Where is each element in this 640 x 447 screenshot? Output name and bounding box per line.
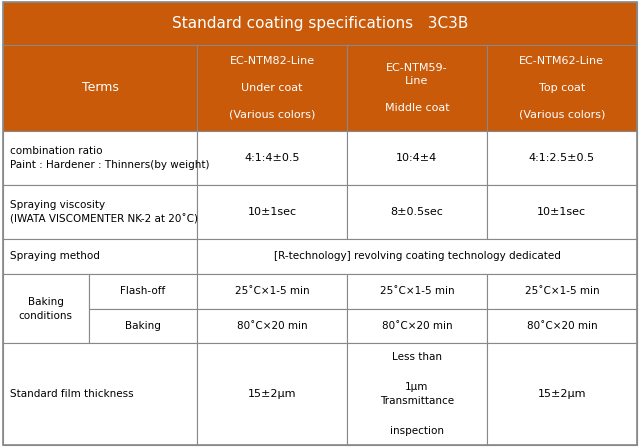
Bar <box>3 239 197 274</box>
Text: Less than

1μm
Transmittance

inspection: Less than 1μm Transmittance inspection <box>380 352 454 436</box>
Text: 10±1sec: 10±1sec <box>538 207 586 217</box>
Text: 8±0.5sec: 8±0.5sec <box>390 207 444 217</box>
Text: Baking
conditions: Baking conditions <box>19 296 73 320</box>
Bar <box>197 274 347 308</box>
Text: 4:1:2.5±0.5: 4:1:2.5±0.5 <box>529 153 595 163</box>
Text: 15±2μm: 15±2μm <box>248 389 296 399</box>
Text: [R-technology] revolving coating technology dedicated: [R-technology] revolving coating technol… <box>273 251 561 261</box>
Bar <box>347 131 487 185</box>
Bar <box>487 343 637 445</box>
Bar <box>3 274 88 343</box>
Text: Standard coating specifications   3C3B: Standard coating specifications 3C3B <box>172 16 468 31</box>
Bar <box>3 343 197 445</box>
Bar <box>197 239 637 274</box>
Bar <box>3 2 637 45</box>
Text: 10:4±4: 10:4±4 <box>396 153 438 163</box>
Bar <box>487 274 637 308</box>
Text: Spraying method: Spraying method <box>10 251 99 261</box>
Text: Terms: Terms <box>82 81 118 94</box>
Bar <box>347 343 487 445</box>
Bar <box>487 185 637 239</box>
Bar <box>88 308 197 343</box>
Text: Spraying viscosity
(IWATA VISCOMENTER NK-2 at 20˚C): Spraying viscosity (IWATA VISCOMENTER NK… <box>10 200 198 224</box>
Bar <box>347 185 487 239</box>
Bar <box>487 308 637 343</box>
Bar <box>347 45 487 131</box>
Bar <box>88 274 197 308</box>
Bar <box>487 131 637 185</box>
Bar <box>347 274 487 308</box>
Bar <box>197 131 347 185</box>
Bar <box>3 185 197 239</box>
Text: 4:1:4±0.5: 4:1:4±0.5 <box>244 153 300 163</box>
Text: EC-NTM82-Line

Under coat

(Various colors): EC-NTM82-Line Under coat (Various colors… <box>229 56 316 119</box>
Text: EC-NTM59-
Line

Middle coat: EC-NTM59- Line Middle coat <box>385 63 449 113</box>
Text: Baking: Baking <box>125 321 161 331</box>
Text: Standard film thickness: Standard film thickness <box>10 389 133 399</box>
Text: combination ratio
Paint : Hardener : Thinners(by weight): combination ratio Paint : Hardener : Thi… <box>10 146 209 170</box>
Text: 25˚C×1-5 min: 25˚C×1-5 min <box>235 286 309 296</box>
Text: 80˚C×20 min: 80˚C×20 min <box>237 321 307 331</box>
Text: 15±2μm: 15±2μm <box>538 389 586 399</box>
Bar <box>197 185 347 239</box>
Bar <box>197 343 347 445</box>
Bar <box>197 308 347 343</box>
Bar <box>3 131 197 185</box>
Text: 80˚C×20 min: 80˚C×20 min <box>527 321 597 331</box>
Text: 25˚C×1-5 min: 25˚C×1-5 min <box>525 286 599 296</box>
Text: Flash-off: Flash-off <box>120 286 165 296</box>
Text: 80˚C×20 min: 80˚C×20 min <box>381 321 452 331</box>
Bar <box>3 45 197 131</box>
Bar <box>347 308 487 343</box>
Text: 25˚C×1-5 min: 25˚C×1-5 min <box>380 286 454 296</box>
Bar <box>487 45 637 131</box>
Text: 10±1sec: 10±1sec <box>248 207 296 217</box>
Text: EC-NTM62-Line

Top coat

(Various colors): EC-NTM62-Line Top coat (Various colors) <box>518 56 605 119</box>
Bar <box>197 45 347 131</box>
